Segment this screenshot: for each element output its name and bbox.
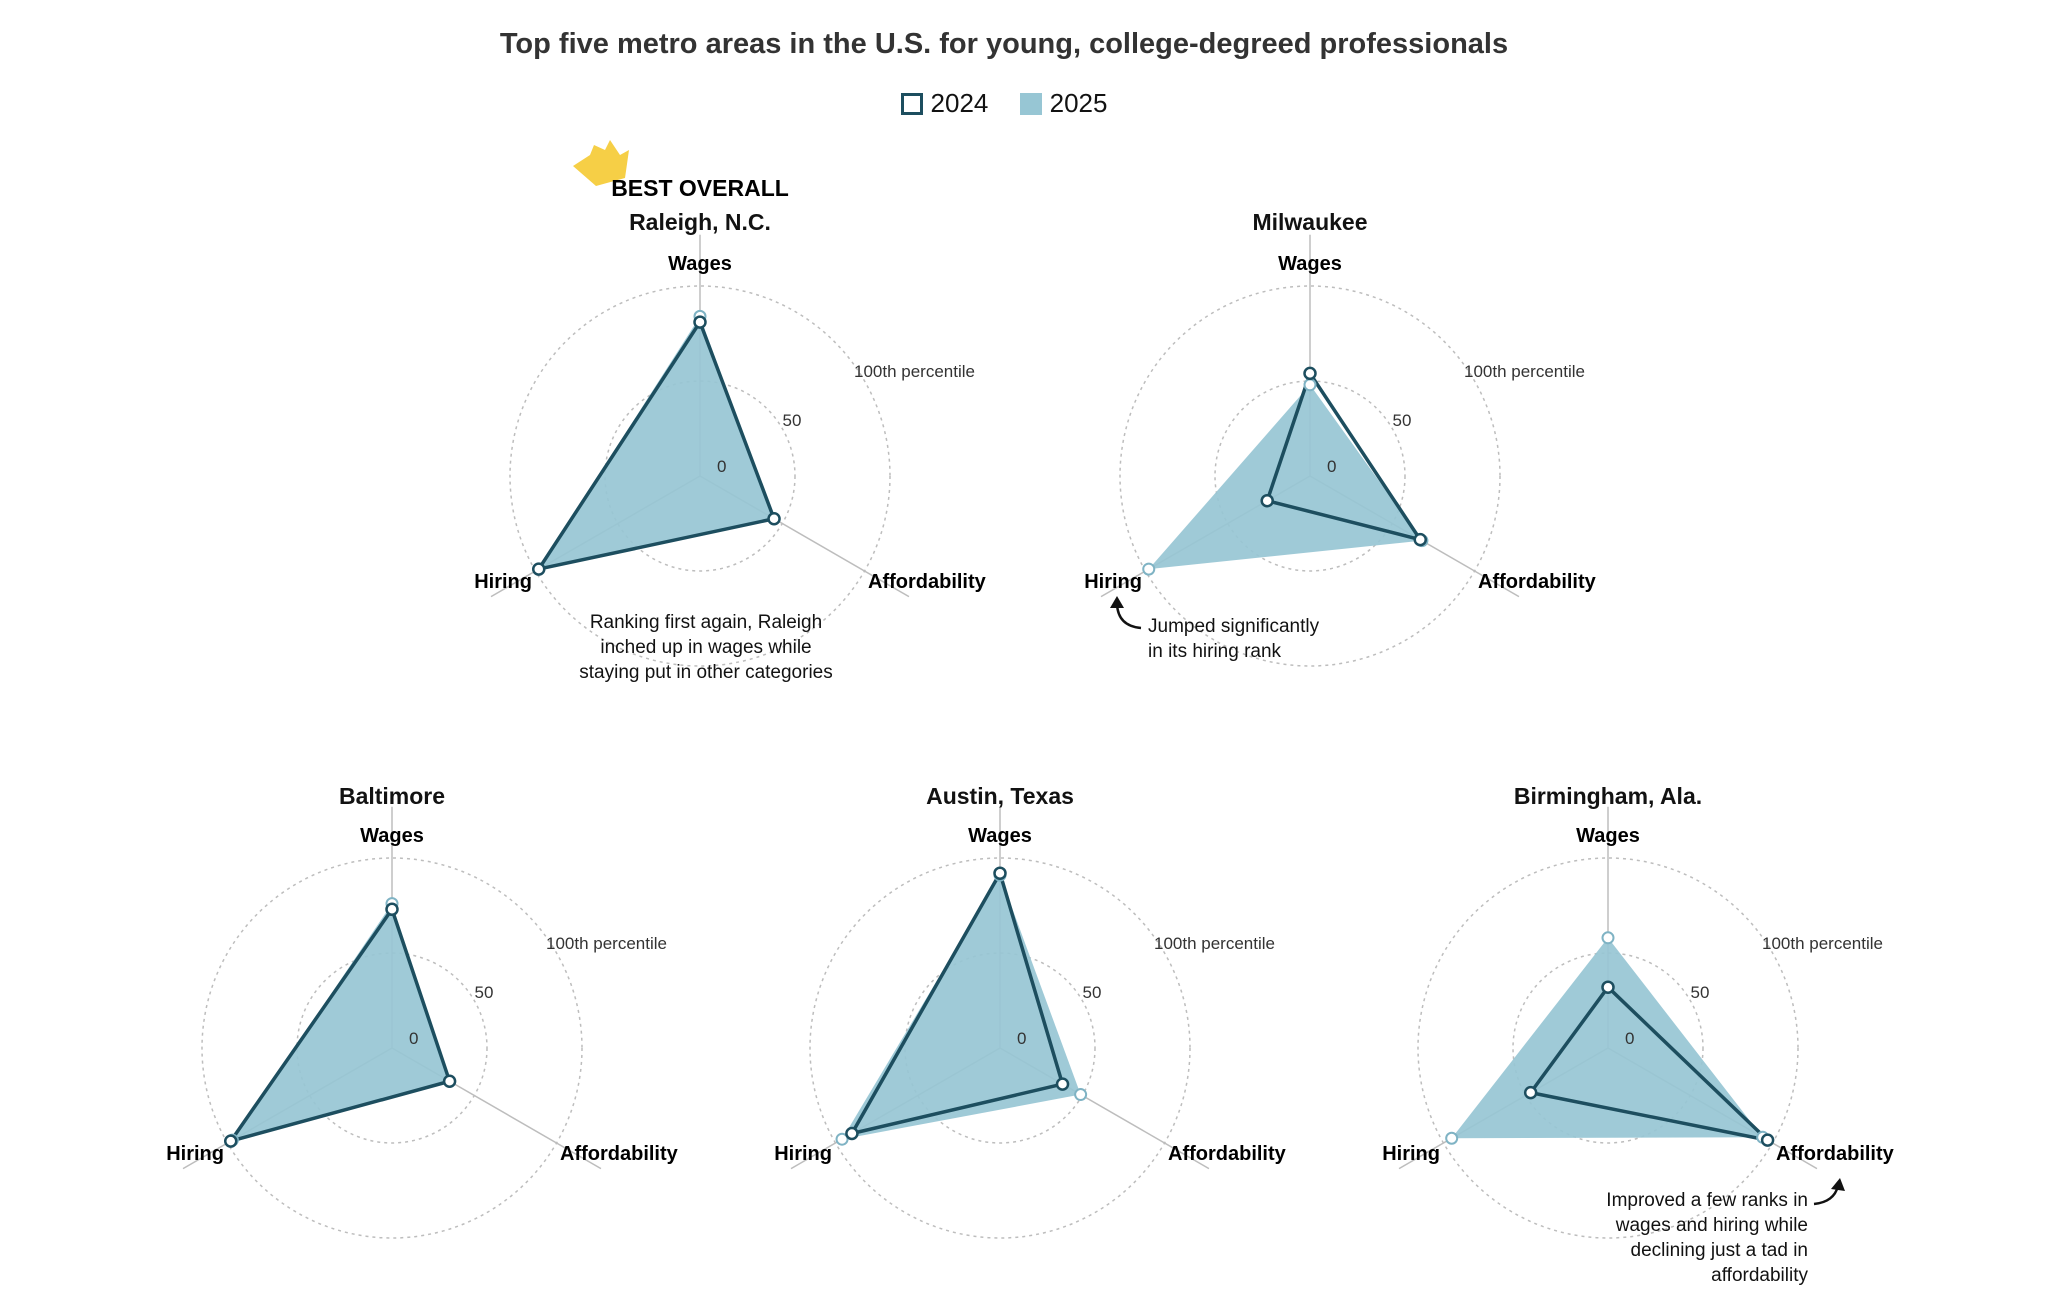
chart-2-axis-label-hiring: Hiring (1084, 571, 1142, 593)
chart-3-scale-label-0: 0 (409, 1029, 418, 1048)
chart-1-point-2024-affordability (767, 512, 781, 526)
chart-4-title: Austin, Texas (926, 783, 1074, 809)
chart-5-point-2024-wages (1601, 980, 1615, 994)
chart-5-axis-label-wages: Wages (1576, 825, 1640, 847)
chart-3-axis-label-wages: Wages (360, 825, 424, 847)
chart-5-point-2025-hiring (1445, 1131, 1459, 1145)
chart-3-axis-label-affordability: Affordability (560, 1143, 679, 1165)
chart-2-point-2025-hiring (1142, 562, 1156, 576)
chart-3-grid-circle-50 (296, 952, 488, 1144)
chart-2-point-2024-wages (1303, 366, 1317, 381)
chart-1-title: Raleigh, N.C. (629, 209, 771, 235)
chart-1-axis-label-wages: Wages (668, 253, 732, 275)
chart-3-scale-label-100: 100th percentile (546, 934, 667, 953)
chart-5-annotation-line-1: Improved a few ranks in (1606, 1190, 1808, 1211)
chart-1-annotation-line-1: Ranking first again, Raleigh (590, 612, 822, 633)
chart-5-point-2025-wages (1601, 931, 1615, 945)
chart-5-scale-label-0: 0 (1625, 1029, 1634, 1048)
chart-4-point-2025-hiring (835, 1132, 849, 1146)
chart-5-axis-label-affordability: Affordability (1776, 1143, 1895, 1165)
chart-2-series-2024-line (1265, 371, 1422, 542)
chart-3-grid-circle-100 (201, 857, 583, 1239)
legend-item-2024: 2024 (900, 87, 989, 119)
chart-4-scale-label-50: 50 (1083, 983, 1102, 1002)
chart-5-grid-circle-50 (1512, 952, 1704, 1144)
chart-5-series-2024-line (1528, 985, 1770, 1142)
chart-5-scale-label-100: 100th percentile (1762, 934, 1883, 953)
chart-3-series-2025-area (232, 903, 450, 1141)
chart-1-annotation-line-2: inched up in wages while (600, 637, 811, 658)
chart-3-point-2024-wages (385, 902, 399, 917)
chart-4-point-2024-wages (993, 866, 1007, 880)
milwaukee-arrow-head (1110, 596, 1124, 608)
chart-3-point-2024-hiring (223, 1134, 238, 1148)
chart-1-point-2024-hiring (531, 562, 546, 576)
chart-4-scale-label-0: 0 (1017, 1029, 1026, 1048)
legend-label-2024: 2024 (930, 87, 989, 118)
chart-3-scale-label-50: 50 (475, 983, 494, 1002)
chart-4-grid-circle-50 (904, 952, 1096, 1144)
chart-4-series-2024-line (850, 871, 1065, 1136)
chart-4-grid-circle-100 (809, 857, 1191, 1239)
chart-4-axis-label-affordability: Affordability (1168, 1143, 1287, 1165)
chart-2-title: Milwaukee (1252, 209, 1367, 235)
chart-2-annotation-line-2: in its hiring rank (1148, 641, 1282, 662)
chart-4-axis-label-hiring: Hiring (774, 1143, 832, 1165)
chart-2-point-2024-affordability (1413, 532, 1427, 547)
chart-4-axis-label-wages: Wages (968, 825, 1032, 847)
legend-swatch-2025 (1019, 92, 1042, 115)
legend-swatch-2024 (900, 92, 923, 115)
legend-item-2025: 2025 (1019, 87, 1108, 119)
chart-3-series-2024-line (228, 907, 452, 1143)
chart-5-annotation-line-2: wages and hiring while (1615, 1215, 1808, 1236)
chart-2-annotation-line-1: Jumped significantly (1148, 616, 1320, 637)
chart-2-grid-circle-100 (1119, 285, 1501, 667)
chart-1-scale-label-50: 50 (783, 411, 802, 430)
chart-1-point-2024-wages (693, 315, 707, 329)
chart-5-title: Birmingham, Ala. (1514, 783, 1702, 809)
chart-4-point-2025-affordability (1074, 1088, 1088, 1102)
chart-4-point-2024-hiring (845, 1126, 859, 1141)
chart-1-scale-label-100: 100th percentile (854, 362, 975, 381)
birmingham-arrow-head (1831, 1178, 1845, 1191)
chart-2-axis-label-affordability: Affordability (1478, 571, 1597, 593)
legend-label-2025: 2025 (1049, 87, 1108, 118)
chart-1-series-2024-line (536, 320, 776, 571)
chart-2-scale-label-0: 0 (1327, 457, 1336, 476)
chart-2-point-2025-wages (1303, 378, 1317, 392)
chart-1-axis-label-hiring: Hiring (474, 571, 532, 593)
chart-1-series-2025-area (538, 316, 775, 570)
crown-icon (573, 140, 629, 186)
legend: 2024 2025 (0, 86, 2008, 119)
chart-5-annotation-line-4: affordability (1711, 1265, 1808, 1286)
chart-4-scale-label-100: 100th percentile (1154, 934, 1275, 953)
chart-5-axis-label-hiring: Hiring (1382, 1143, 1440, 1165)
chart-5-point-2024-hiring (1523, 1085, 1538, 1100)
chart-title: Top five metro areas in the U.S. for you… (499, 28, 1509, 60)
chart-2-axis-label-wages: Wages (1278, 253, 1342, 275)
chart-4-series-2025-area (842, 875, 1081, 1140)
chart-1-grid-circle-100 (509, 285, 891, 667)
chart-1-annotation-line-3: staying put in other categories (579, 662, 833, 683)
chart-2-point-2024-hiring (1260, 493, 1274, 508)
chart-3-point-2024-affordability (442, 1074, 457, 1088)
chart-4-point-2024-affordability (1055, 1077, 1070, 1091)
chart-2-scale-label-100: 100th percentile (1464, 362, 1585, 381)
chart-2-grid-circle-50 (1214, 380, 1406, 572)
chart-1-scale-label-0: 0 (717, 457, 726, 476)
chart-5-point-2024-affordability (1760, 1133, 1775, 1147)
chart-5-annotation-line-3: declining just a tad in (1631, 1240, 1808, 1261)
chart-1-badge: BEST OVERALL (611, 175, 789, 201)
chart-1-grid-circle-50 (604, 380, 796, 572)
chart-5-scale-label-50: 50 (1691, 983, 1710, 1002)
chart-1-axis-label-affordability: Affordability (868, 571, 987, 593)
chart-3-title: Baltimore (339, 783, 445, 809)
chart-3-axis-label-hiring: Hiring (166, 1143, 224, 1165)
chart-5-grid-circle-100 (1417, 857, 1799, 1239)
chart-2-scale-label-50: 50 (1393, 411, 1412, 430)
